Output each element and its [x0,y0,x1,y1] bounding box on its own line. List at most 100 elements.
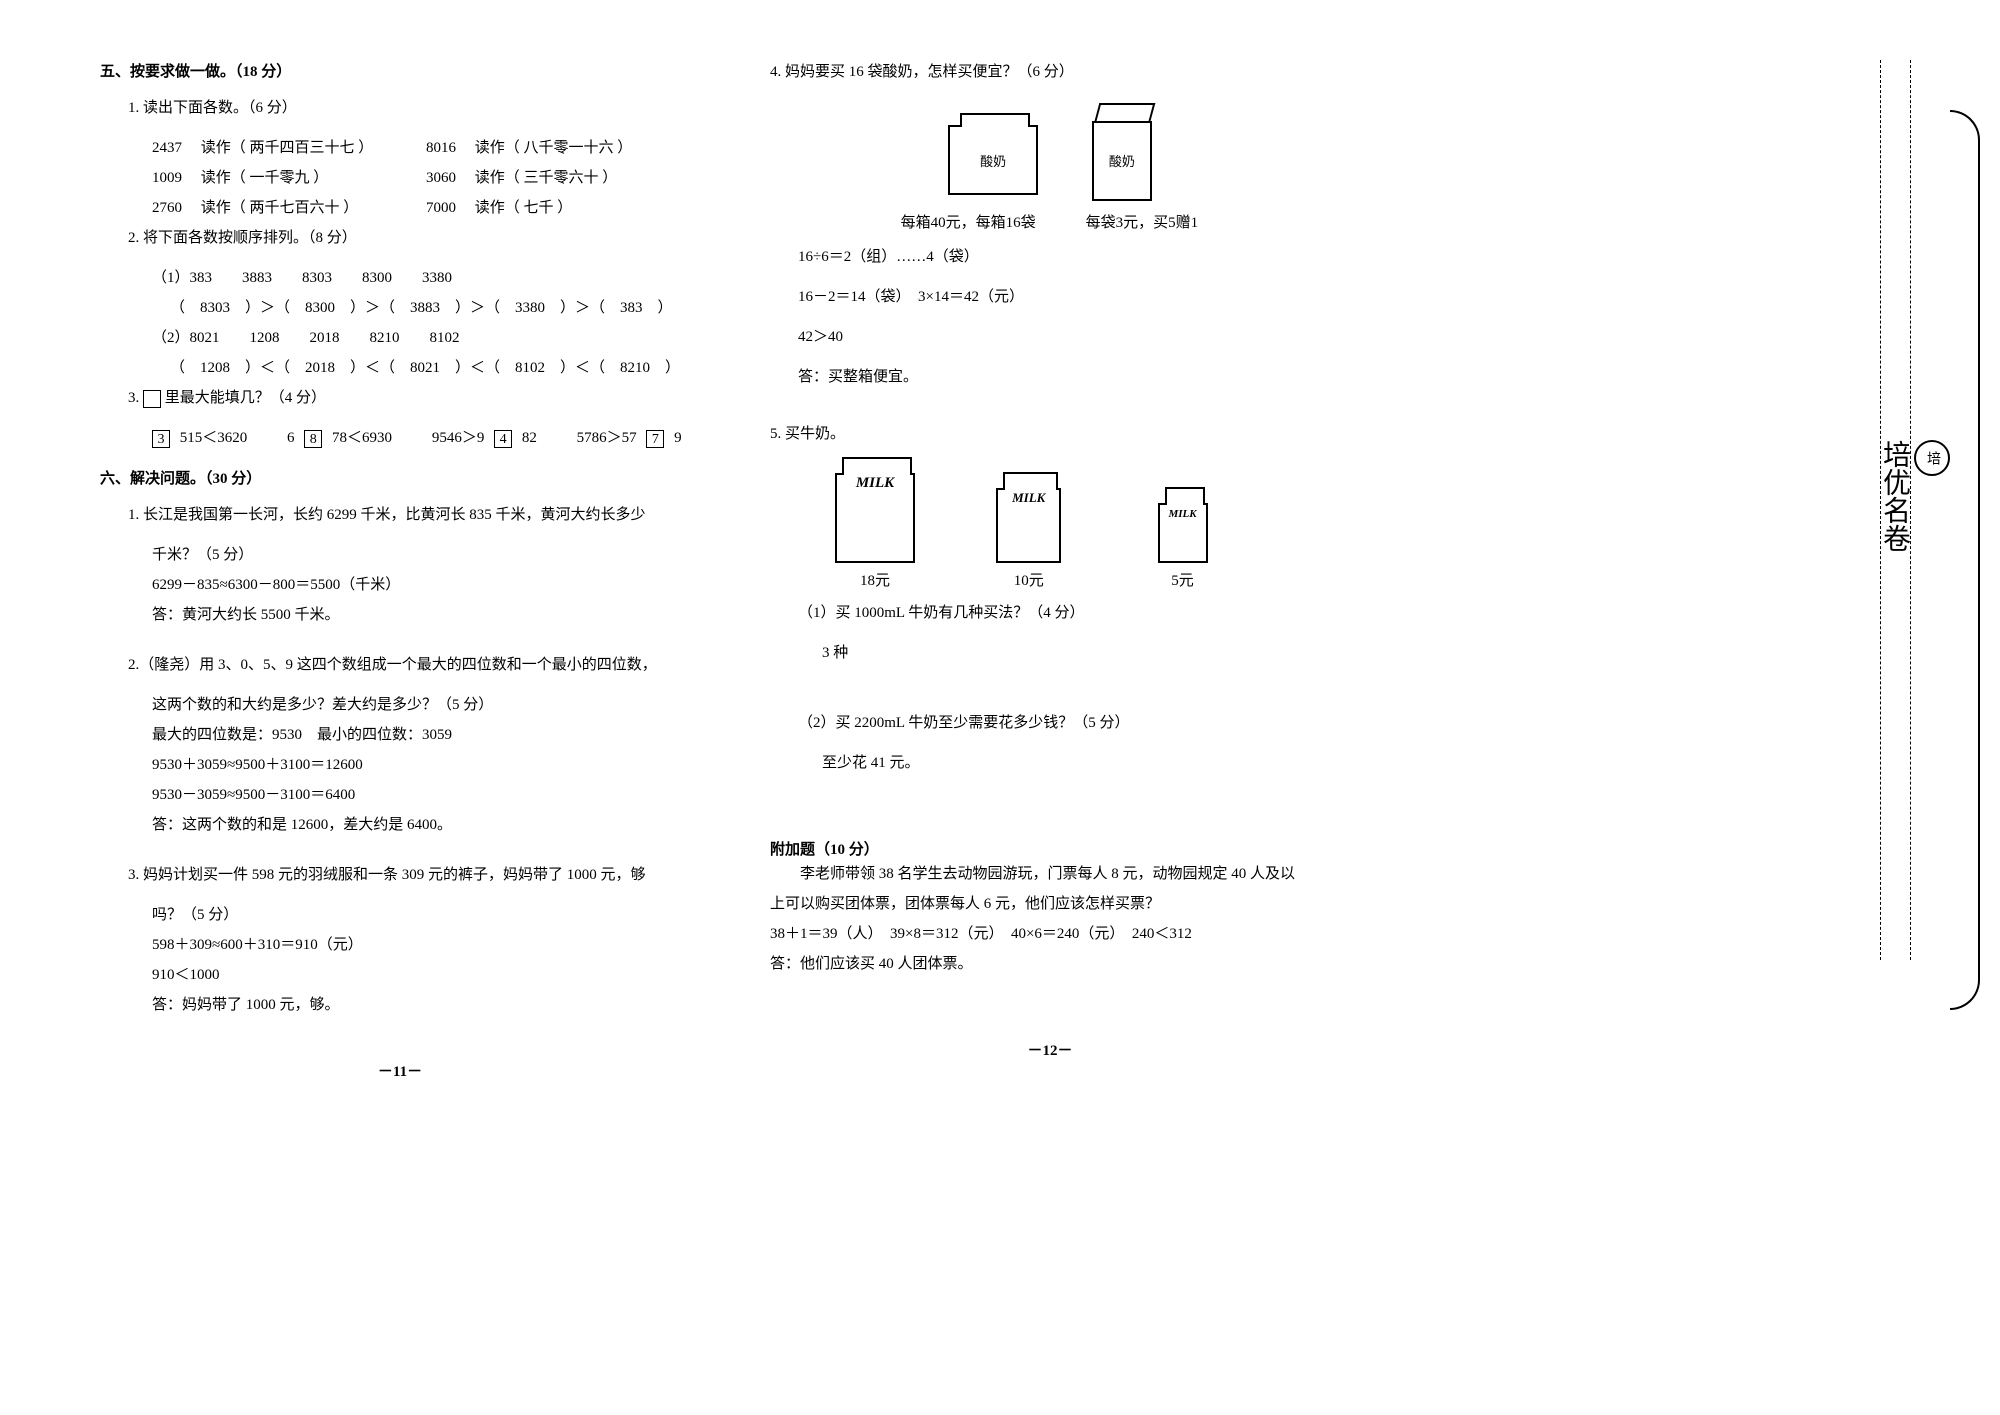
q6-3-l2: 910＜1000 [152,960,700,990]
q4-ans: 答：买整箱便宜。 [798,362,1330,392]
a3-pre: 9546＞9 [432,430,494,446]
ans-0: 两千四百三十七 [250,133,355,163]
q5-part1-ans: 3 种 [822,638,1330,668]
q5-1-row3: 2760 读作（ 两千七百六十 ） 7000 读作（ 七千 ） [152,193,700,223]
q4-captions: 每箱40元，每箱16袋 每袋3元，买5赠1 [770,211,1330,232]
num-5: 7000 [426,200,456,216]
q5-3-answers: 3 515＜3620 6 8 78＜6930 9546＞9 4 82 5786＞… [152,423,700,453]
ans-1: 八千零一十六 [524,133,614,163]
brand-vertical-label: 培 培优名卷 [1874,440,1950,552]
yogurt-carton-icon: 酸奶 [1092,121,1152,201]
num-1: 8016 [426,140,456,156]
q6-3-l1: 598＋309≈600＋310＝910（元） [152,930,700,960]
q5-2-p1ans: （ 8303 ）＞（ 8300 ）＞（ 3883 ）＞（ 3380 ）＞（ 38… [170,293,700,323]
milk-box-2-icon: MILK [996,488,1061,563]
box-caption: 每箱40元，每箱16袋 [878,211,1058,232]
page-left: 五、按要求做一做。（18 分） 1. 读出下面各数。（6 分） 2437 读作（… [100,60,700,1081]
q6-1-ans: 答：黄河大约长 5500 千米。 [152,600,700,630]
brand-text: 培优名卷 [1879,440,1910,552]
num-3: 3060 [426,170,456,186]
cl-0: ） [358,140,373,156]
page-right: 4. 妈妈要买 16 袋酸奶，怎样买便宜？（6 分） 酸奶 酸奶 每箱40元，每… [770,60,1330,1060]
a3-after: 82 [512,430,537,446]
q5-part1: （1）买 1000mL 牛奶有几种买法？（4 分） [798,598,1330,628]
num-2: 1009 [152,170,182,186]
q6-3-ans: 答：妈妈带了 1000 元，够。 [152,990,700,1020]
q4-l1: 16÷6＝2（组）……4（袋） [798,242,1330,272]
cl-4: ） [343,200,358,216]
lbl-1: 读作（ [475,140,520,156]
milk-price-1: 18元 [800,569,950,590]
box-a1: 3 [152,430,170,448]
q4-l2: 16－2＝14（袋） 3×14＝42（元） [798,282,1330,312]
q6-2-text2: 这两个数的和大约是多少？差大约是多少？（5 分） [152,690,700,720]
a2-after: 78＜6930 [322,430,392,446]
side-decoration: 培 培优名卷 [1860,60,1980,960]
brand-circle-icon: 培 [1914,440,1950,476]
q5-2-p2nums: （2）8021 1208 2018 8210 8102 [152,323,700,353]
q5-part2-ans: 至少花 41 元。 [822,748,1330,778]
q5-figures: MILK 18元 MILK 10元 MILK 5元 [800,473,1330,590]
q5-prompt: 5. 买牛奶。 [770,422,1330,443]
bonus-text1: 李老师带领 38 名学生去动物园游玩，门票每人 8 元，动物园规定 40 人及以 [770,859,1330,889]
milk-price-3: 5元 [1108,569,1258,590]
section5-title: 五、按要求做一做。（18 分） [100,60,700,81]
ans-4: 两千七百六十 [250,193,340,223]
q5-1-prompt: 1. 读出下面各数。（6 分） [128,93,700,123]
q6-2-ans: 答：这两个数的和是 12600，差大约是 6400。 [152,810,700,840]
lbl-2: 读作（ [201,170,246,186]
q6-2-l2: 9530＋3059≈9500＋3100＝12600 [152,750,700,780]
cl-5: ） [557,200,572,216]
page-number-left: －11－ [100,1060,700,1081]
empty-box-icon [143,390,161,408]
bag-caption: 每袋3元，买5赠1 [1062,211,1222,232]
section6-title: 六、解决问题。（30 分） [100,467,700,488]
yogurt-box-icon: 酸奶 [948,125,1038,195]
cl-3: ） [602,170,617,186]
bonus-title: 附加题（10 分） [770,838,1330,859]
q5-3-prompt: 3. 里最大能填几？（4 分） [128,383,700,413]
cl-2: ） [313,170,328,186]
page-number-right: －12－ [770,1039,1330,1060]
q5-2-p1nums: （1）383 3883 8303 8300 3380 [152,263,700,293]
a4-pre: 5786＞57 [577,430,647,446]
q6-1-calc: 6299－835≈6300－800＝5500（千米） [152,570,700,600]
q6-2-text: 2.（隆尧）用 3、0、5、9 这四个数组成一个最大的四位数和一个最小的四位数， [128,650,700,680]
box-a4: 7 [646,430,664,448]
bonus-text2: 上可以购买团体票，团体票每人 6 元，他们应该怎样买票？ [770,889,1330,919]
bonus-calc: 38＋1＝39（人） 39×8＝312（元） 40×6＝240（元） 240＜3… [770,919,1330,949]
q6-1-text2: 千米？（5 分） [152,540,700,570]
num-0: 2437 [152,140,182,156]
q5-2-prompt: 2. 将下面各数按顺序排列。（8 分） [128,223,700,253]
bonus-ans: 答：他们应该买 40 人团体票。 [770,949,1330,979]
cl-1: ） [617,140,632,156]
a2-pre: 6 [287,430,304,446]
milk-box-3-icon: MILK [1158,503,1208,563]
q4-l3: 42＞40 [798,322,1330,352]
lbl-0: 读作（ [201,140,246,156]
q4-prompt: 4. 妈妈要买 16 袋酸奶，怎样买便宜？（6 分） [770,60,1330,81]
q6-3-text2: 吗？（5 分） [152,900,700,930]
q5-2-p2ans: （ 1208 ）＜（ 2018 ）＜（ 8021 ）＜（ 8102 ）＜（ 82… [170,353,700,383]
box-a2: 8 [304,430,322,448]
q6-2-l1: 最大的四位数是：9530 最小的四位数：3059 [152,720,700,750]
q6-1-text: 1. 长江是我国第一长河，长约 6299 千米，比黄河长 835 千米，黄河大约… [128,500,700,530]
milk-box-1-icon: MILK [835,473,915,563]
q5-part2: （2）买 2200mL 牛奶至少需要花多少钱？（5 分） [798,708,1330,738]
a1-after: 515＜3620 [170,430,247,446]
num-4: 2760 [152,200,182,216]
yogurt-carton-label: 酸奶 [1094,123,1150,170]
bracket-icon [1950,110,1980,1010]
ans-2: 一千零九 [250,163,310,193]
lbl-5: 读作（ [475,200,520,216]
q6-3-text: 3. 妈妈计划买一件 598 元的羽绒服和一条 309 元的裤子，妈妈带了 10… [128,860,700,890]
q4-figures: 酸奶 酸奶 [770,111,1330,211]
q5-1-row1: 2437 读作（ 两千四百三十七 ） 8016 读作（ 八千零一十六 ） [152,133,700,163]
ans-5: 七千 [524,193,554,223]
yogurt-box-label: 酸奶 [980,154,1006,169]
q5-1-row2: 1009 读作（ 一千零九 ） 3060 读作（ 三千零六十 ） [152,163,700,193]
q5-3-tail: 里最大能填几？（4 分） [165,390,326,406]
milk-price-2: 10元 [954,569,1104,590]
lbl-3: 读作（ [475,170,520,186]
ans-3: 三千零六十 [524,163,599,193]
